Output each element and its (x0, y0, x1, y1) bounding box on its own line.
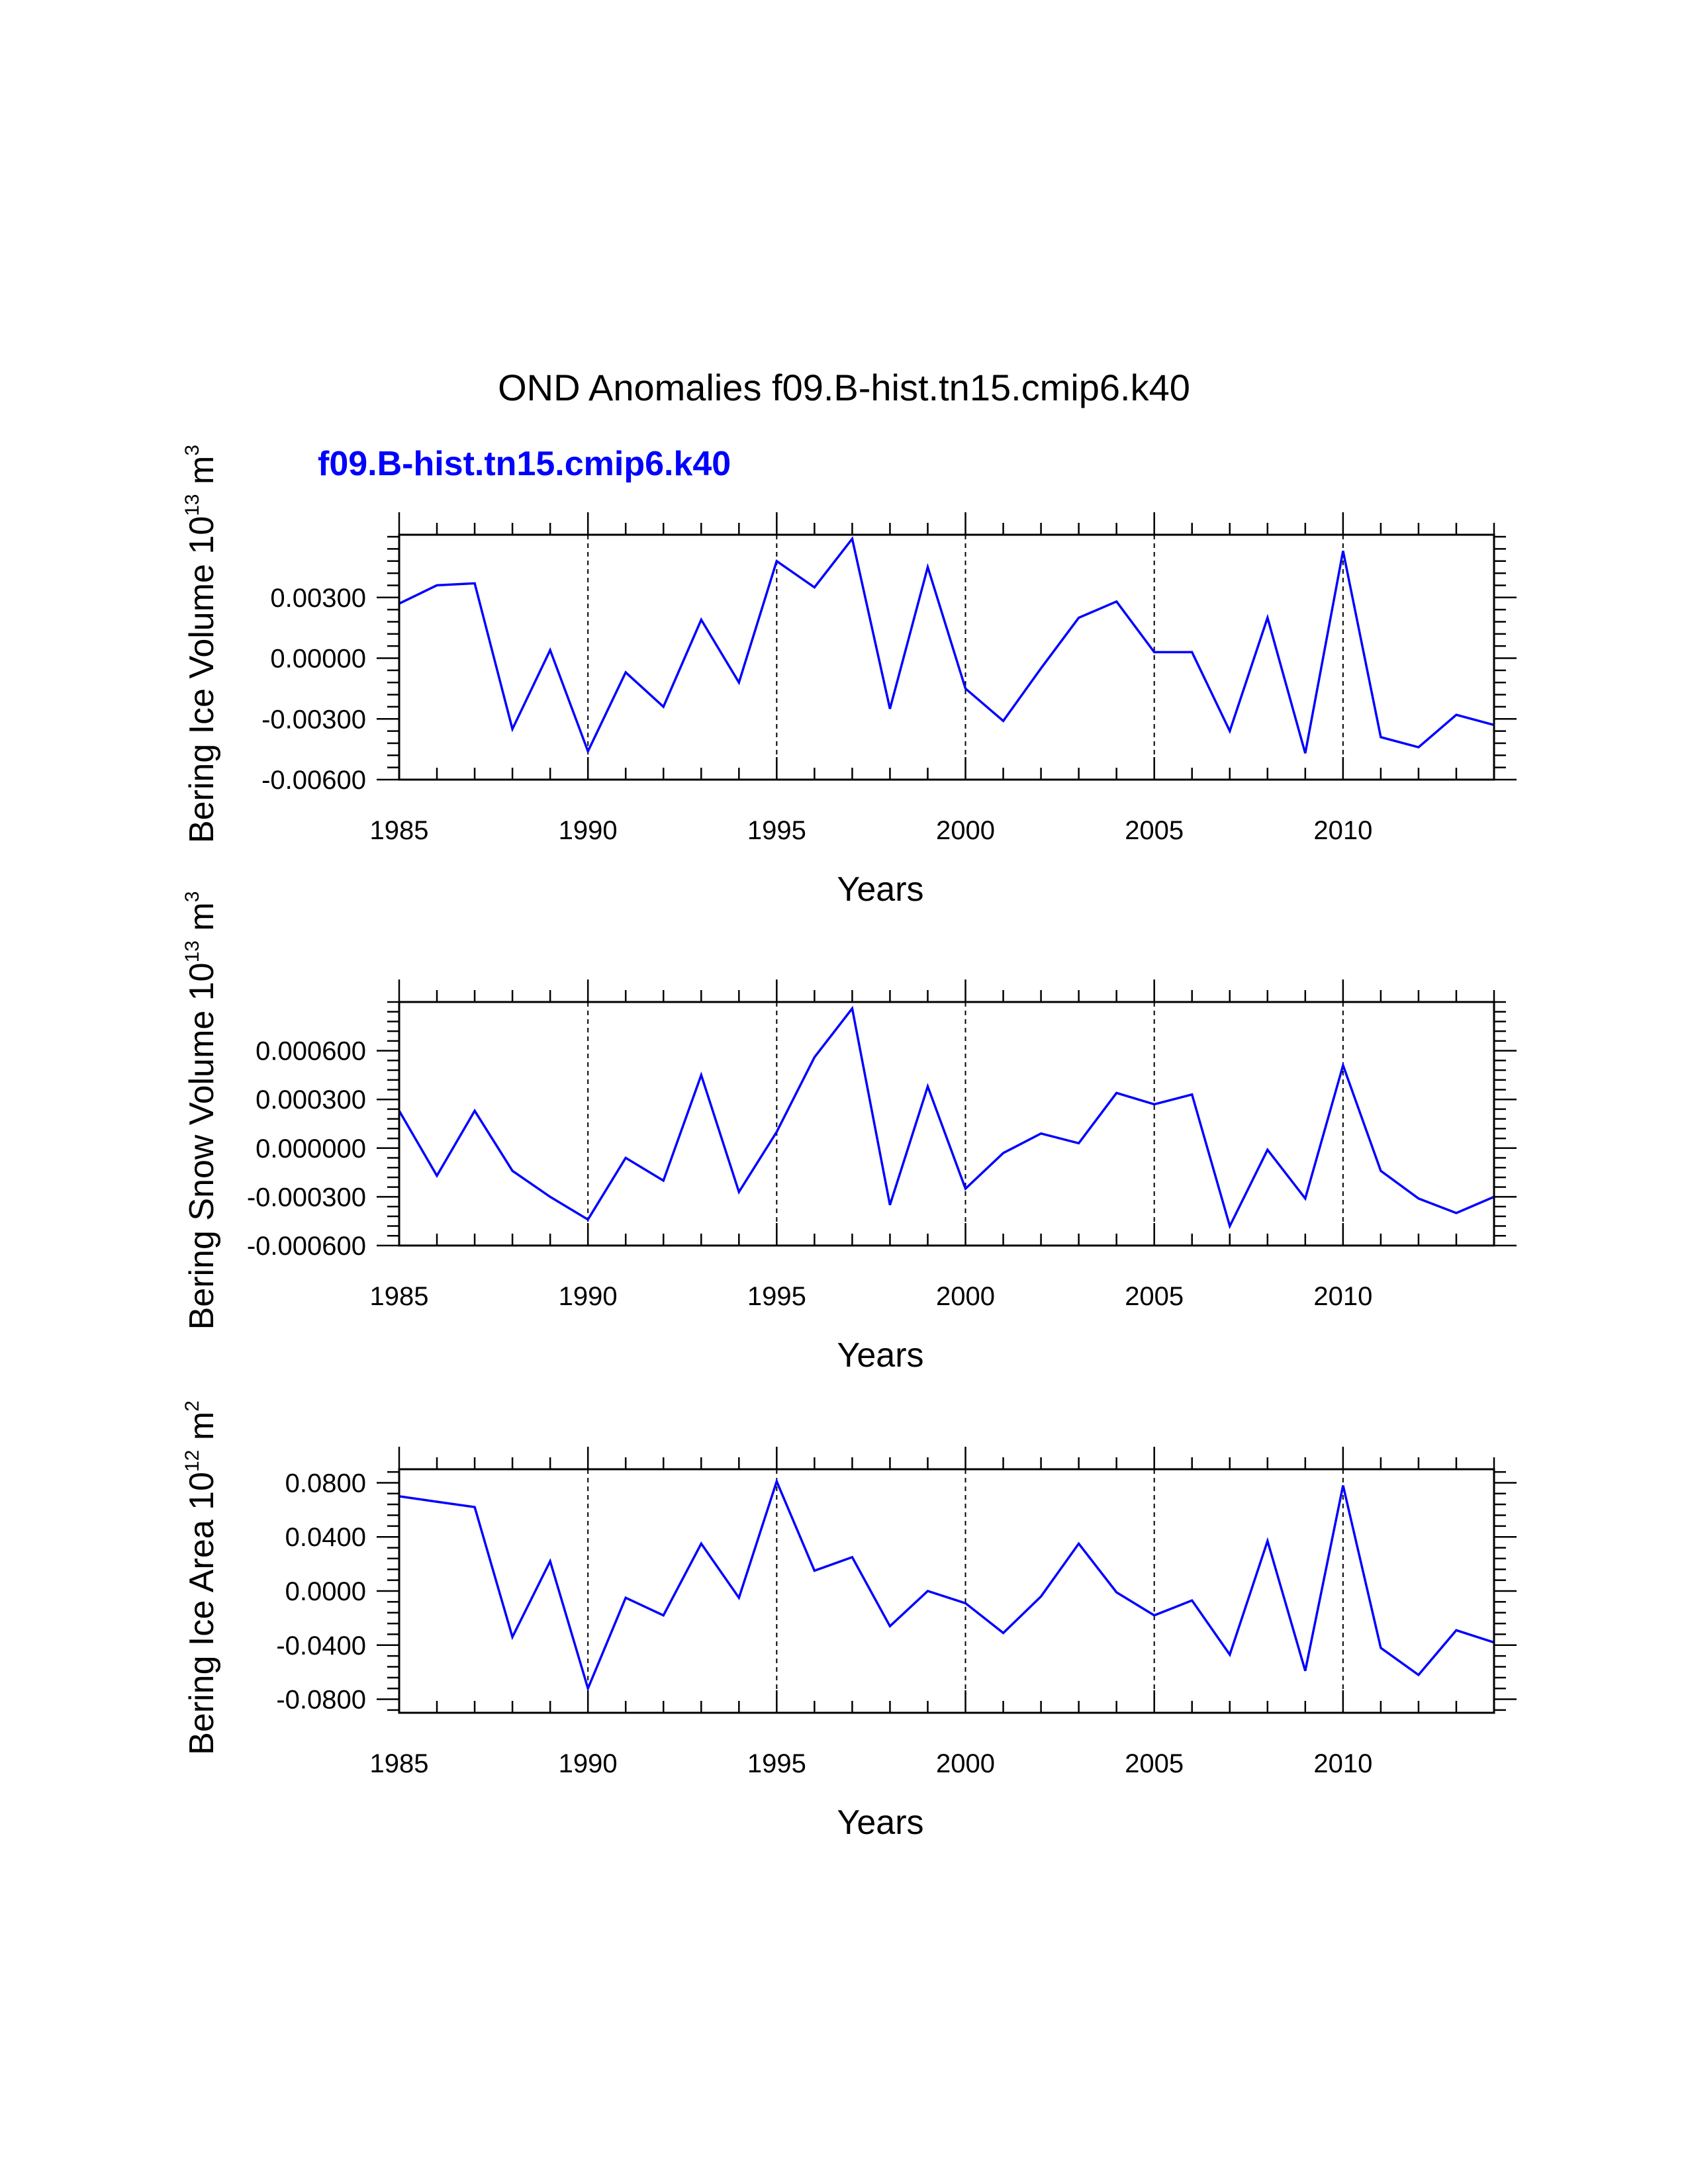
x-tick-label: 1995 (747, 1749, 806, 1778)
panel-snow-volume: 0.000600 0.000300 0.000000 -0.000300 -0.0006… (181, 891, 1517, 1375)
y-axis-title: Bering Ice Area 1012 m2 (181, 1400, 221, 1755)
x-tick-label: 1985 (370, 1749, 429, 1778)
x-tick-label: 1985 (370, 1282, 429, 1311)
y-axis-title: Bering Ice Volume 1013 m3 (181, 445, 221, 843)
x-tick-label: 2005 (1125, 816, 1184, 845)
x-axis-title: Years (837, 1803, 923, 1842)
x-tick-label: 1995 (747, 816, 806, 845)
y-tick-label: 0.0800 (285, 1469, 366, 1498)
x-tick-label: 2005 (1125, 1282, 1184, 1311)
y-tick-label: -0.000300 (247, 1183, 366, 1212)
y-tick-label: 0.000600 (256, 1037, 366, 1066)
y-tick-label: 0.0000 (285, 1577, 366, 1606)
series-line-snow-volume (398, 1005, 1495, 1230)
y-tick-label: -0.000600 (247, 1232, 366, 1261)
x-axis-title: Years (837, 870, 923, 909)
y-tick-label: 0.000000 (256, 1134, 366, 1163)
x-tick-label: 2000 (936, 816, 995, 845)
x-tick-label: 1990 (559, 1282, 618, 1311)
x-axis-title: Years (837, 1336, 923, 1375)
legend-label: f09.B-hist.tn15.cmip6.k40 (318, 445, 731, 483)
y-tick-label: 0.000300 (256, 1085, 366, 1115)
x-tick-label: 2005 (1125, 1749, 1184, 1778)
y-tick-label: -0.00300 (261, 705, 366, 734)
y-tick-label: 0.0400 (285, 1523, 366, 1552)
series-line-ice-area (399, 1478, 1495, 1692)
x-tick-label: 2010 (1313, 1282, 1372, 1311)
x-tick-label: 2000 (936, 1749, 995, 1778)
chart-title: OND Anomalies f09.B-hist.tn15.cmip6.k40 (498, 367, 1190, 408)
y-tick-label: 0.00000 (270, 645, 366, 674)
y-tick-label: -0.00600 (261, 766, 366, 795)
x-tick-label: 2010 (1313, 816, 1372, 845)
plot-frame (398, 1001, 1495, 1247)
x-tick-label: 2010 (1313, 1749, 1372, 1778)
plot-frame (398, 1468, 1495, 1714)
y-tick-label: -0.0800 (276, 1686, 366, 1715)
x-tick-label: 2000 (936, 1282, 995, 1311)
x-tick-label: 1995 (747, 1282, 806, 1311)
panel-ice-area: 0.0800 0.0400 0.0000 -0.0400 -0.0800 1985 1990… (181, 1400, 1517, 1842)
x-tick-label: 1990 (559, 1749, 618, 1778)
y-tick-label: 0.00300 (270, 584, 366, 613)
x-tick-label: 1985 (370, 816, 429, 845)
y-axis-title: Bering Snow Volume 1013 m3 (181, 891, 221, 1330)
y-tick-label: -0.0400 (276, 1631, 366, 1661)
plot-frame (398, 533, 1495, 781)
series-line-ice-volume (399, 536, 1495, 754)
x-tick-label: 1990 (559, 816, 618, 845)
